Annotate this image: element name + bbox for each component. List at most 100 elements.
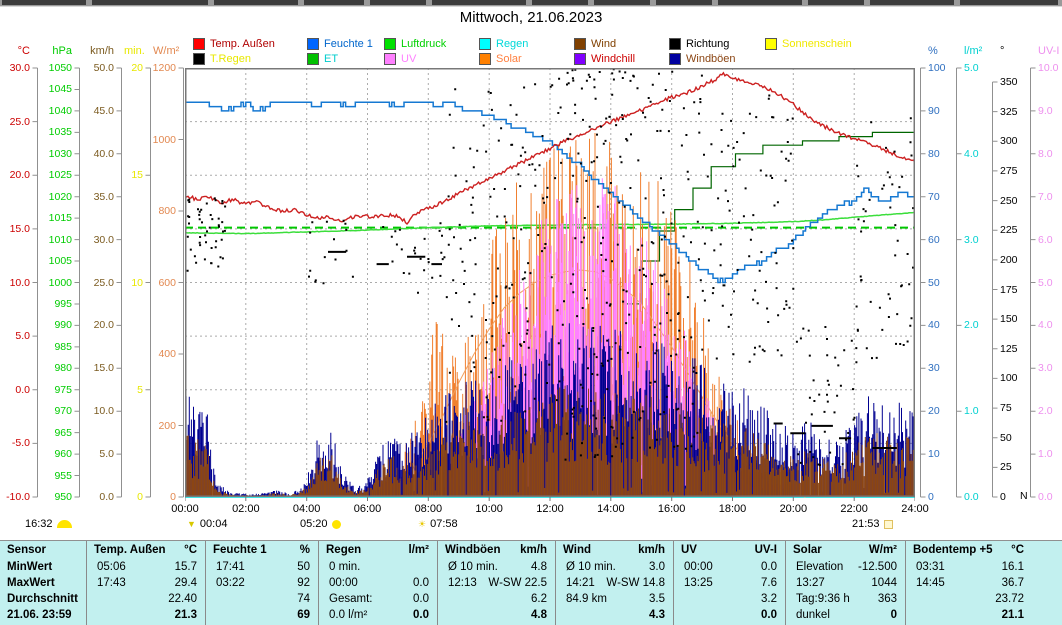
- table-row: 4.8: [438, 609, 555, 625]
- cell-value: 36.7: [1001, 577, 1024, 589]
- axis-tick-label-deg: 275: [1000, 164, 1018, 177]
- sun-up-icon: ☀: [418, 518, 427, 529]
- x-tick-label: 20:00: [779, 503, 808, 515]
- axis-tick-label-deg: 125: [1000, 342, 1018, 355]
- x-tick-label: 06:00: [353, 503, 382, 515]
- cell-label: 17:41: [216, 561, 245, 573]
- table-row: 84.9 km 3.5: [556, 593, 673, 609]
- cell-label: Ø 10 min.: [566, 561, 616, 573]
- column-unit: W/m²: [868, 544, 897, 556]
- cell-label: 12:13: [448, 577, 477, 589]
- axis-tick-label-deg: 325: [1000, 105, 1018, 118]
- axis-tick-label-wm2: 800: [158, 205, 176, 217]
- cell-value: 3.5: [649, 593, 665, 605]
- window-remnant-button: [92, 0, 208, 5]
- table-row: 00:00 0.0: [319, 577, 437, 593]
- legend: Temp. Außen T.Regen Feuchte 1 ET Luftdruck UV…: [0, 37, 1062, 67]
- table-header-bodentemp: Bodentemp +5 °C: [906, 544, 1062, 560]
- table-row: 4.3: [556, 609, 673, 625]
- wind-swatch-icon: [574, 38, 586, 50]
- axis-tick-label-uv-i: 4.0: [1038, 319, 1053, 332]
- cell-label: 13:25: [684, 577, 713, 589]
- axis-tick-label-pct: 70: [928, 190, 940, 203]
- legend-item-windboeen: Windböen: [669, 52, 736, 66]
- x-tick-label: 02:00: [232, 503, 260, 515]
- axis-tick-label-min: 15: [131, 169, 143, 182]
- legend-label-sonnenschein: Sonnenschein: [782, 38, 852, 50]
- table-column-bodentemp: Bodentemp +5 °C 03:31 16.1 14:45 36.7 23.72 21.…: [905, 541, 1062, 625]
- table-row: 6.2: [438, 593, 555, 609]
- table-row: 74: [206, 593, 318, 609]
- table-header-solar: Solar W/m²: [786, 544, 905, 560]
- column-title: Feuchte 1: [213, 544, 267, 556]
- table-row: Elevation -12.500: [786, 561, 905, 577]
- axis-tick-label-hpa: 995: [54, 297, 72, 310]
- sonnenschein-swatch-icon: [765, 38, 777, 50]
- richtung-swatch-icon: [669, 38, 681, 50]
- axis-tick-label-hpa: 1000: [48, 276, 72, 289]
- legend-label-regen: Regen: [496, 38, 529, 50]
- axis-tick-label-pct: 60: [928, 233, 940, 246]
- axis-tick-label-hpa: 975: [54, 383, 72, 396]
- axis-tick-label-kmh: 30.0: [93, 233, 114, 246]
- table-header-windboeen: Windböen km/h: [438, 544, 555, 560]
- window-remnant-button: [960, 0, 1058, 5]
- axis-temp-c: 30.0 25.0 20.0 15.0 10.0 5.0 0.0 -5.0 -10.0: [2, 63, 38, 503]
- legend-label-feuchte-1: Feuchte 1: [324, 38, 373, 50]
- table-column-regen: Regen l/m² 0 min. 00:00 0.0 Gesamt: 0.0 0.0 l/m…: [318, 541, 437, 625]
- axis-tick-label-pct: 80: [928, 147, 940, 160]
- annotation-21-53: 21:53: [852, 518, 893, 530]
- cell-label: 03:22: [216, 577, 245, 589]
- axis-tick-label-hpa: 990: [54, 319, 72, 332]
- axis-tick-label-hpa: 960: [54, 448, 72, 461]
- legend-item-wind: Wind: [574, 37, 616, 51]
- axis-tick-label-uv-i: 9.0: [1038, 104, 1053, 117]
- legend-item-feuchte-1: Feuchte 1: [307, 37, 373, 51]
- axis-tick-label-deg: 25: [1000, 461, 1012, 474]
- axis-tick-label-kmh: 50.0: [93, 62, 114, 74]
- annotation-00-04: ▼ 00:04: [187, 518, 227, 530]
- table-row: 23.72: [906, 593, 1062, 609]
- axis-tick-label-hpa: 1010: [48, 233, 72, 246]
- annotation-05-20: 05:20: [300, 518, 341, 530]
- cell-value: 6.2: [531, 593, 547, 605]
- annotation-time: 00:04: [199, 518, 228, 530]
- cell-label: dunkel: [796, 609, 830, 621]
- cell-value: 92: [297, 577, 310, 589]
- axis-tick-label-temp-c: -10.0: [6, 491, 30, 503]
- legend-label-temp-aussen: Temp. Außen: [210, 38, 275, 50]
- legend-item-regen: Regen: [479, 37, 528, 51]
- axis-hpa: 1050 1045 1040 1035 1030 1025 1020 1015 1010 1005…: [40, 63, 80, 503]
- column-unit: km/h: [638, 544, 665, 556]
- axis-unit-wm2: W/m²: [153, 45, 180, 57]
- table-header-sensor: Sensor: [0, 544, 86, 560]
- x-tick-label: 24:00: [901, 503, 929, 515]
- axis-tick-label-wm2: 1200: [152, 62, 176, 74]
- axis-tick-label-kmh: 35.0: [93, 190, 114, 203]
- axis-tick-label-hpa: 1040: [48, 104, 72, 117]
- table-column-sensor: Sensor MinWert MaxWert Durchschnitt 21.06. 2…: [0, 541, 86, 625]
- cell-value: 363: [877, 593, 897, 605]
- axis-tick-label-hpa: 1035: [48, 126, 72, 139]
- axis-unit-temp-c: °C: [17, 45, 30, 57]
- window-remnant-button: [656, 0, 712, 5]
- annotation-07-58: ☀ 07:58: [418, 518, 458, 530]
- table-row: 14:45 36.7: [906, 577, 1062, 593]
- cell-value: 50: [297, 561, 310, 573]
- axis-lm2: 5.0 4.0 3.0 2.0 1.0 0.0: [956, 63, 990, 503]
- et-swatch-icon: [307, 53, 319, 65]
- cell-label: 0 min.: [329, 561, 361, 573]
- axis-tick-label-deg: 50: [1000, 431, 1012, 444]
- cell-label: 13:27: [796, 577, 825, 589]
- column-title: Temp. Außen: [94, 544, 166, 556]
- chart-title: Mittwoch, 21.06.2023: [459, 9, 603, 26]
- axis-tick-label-hpa: 965: [54, 426, 72, 439]
- legend-item-et: ET: [307, 52, 338, 66]
- cell-label: 0.0 l/m²: [329, 609, 368, 621]
- axis-tick-label-kmh: 40.0: [93, 147, 114, 160]
- table-header-regen: Regen l/m²: [319, 544, 437, 560]
- axis-min: 20 15 10 5 0: [124, 63, 151, 503]
- table-row: dunkel 0: [786, 609, 905, 625]
- table-row: Ø 10 min. 3.0: [556, 561, 673, 577]
